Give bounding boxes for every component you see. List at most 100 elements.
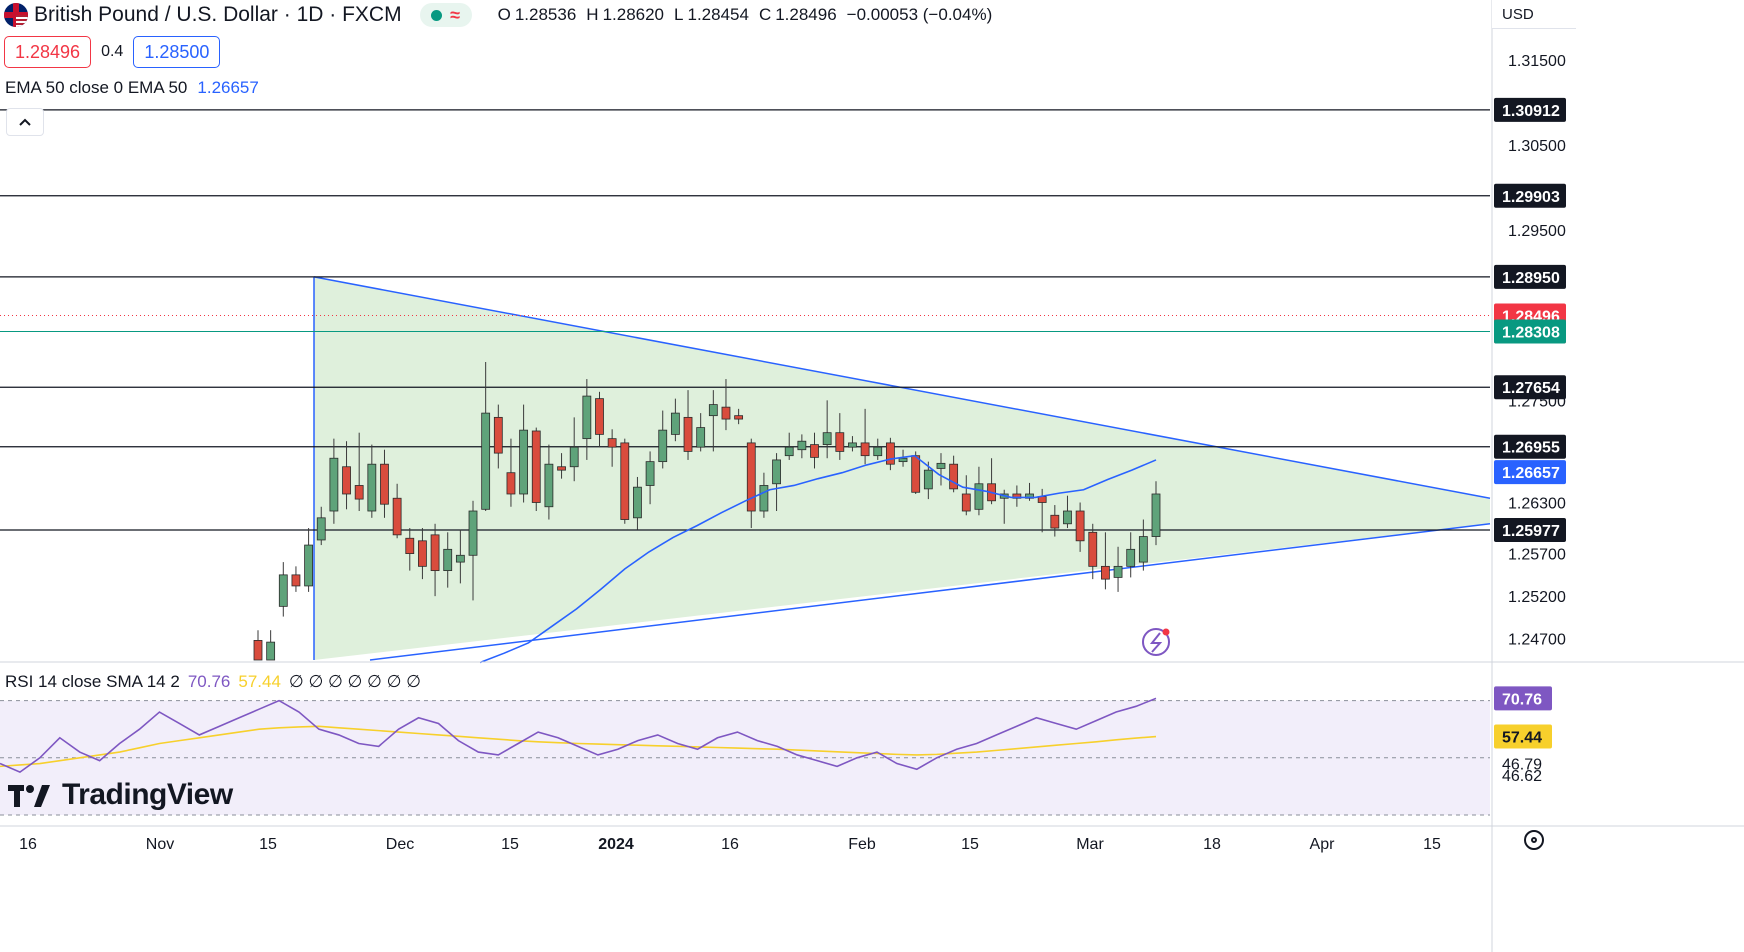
rsi-sma-value: 57.44: [238, 672, 281, 691]
collapse-legend-button[interactable]: [6, 108, 44, 136]
time-axis-label: 15: [1423, 836, 1441, 853]
level-price-label-box: [1494, 183, 1566, 208]
ema-axis-label-box: [1494, 460, 1566, 485]
time-axis-label: Dec: [386, 836, 414, 853]
buy-button[interactable]: 1.28500: [133, 36, 221, 68]
candle-body: [835, 432, 845, 452]
change-value: −0.00053 (−0.04%): [846, 5, 993, 24]
candle-body: [278, 574, 288, 607]
candle-body: [1101, 565, 1110, 580]
candle-body: [797, 440, 807, 451]
candle-body: [506, 472, 516, 495]
candle-body: [569, 446, 579, 468]
candle-body: [860, 442, 870, 457]
candle-body: [316, 517, 326, 541]
chart-header: British Pound / U.S. Dollar · 1D · FXCM …: [4, 2, 992, 28]
quote-panel: 1.28496 0.4 1.28500: [4, 36, 221, 68]
candle-body: [392, 497, 402, 536]
rsi-value: 70.76: [187, 672, 231, 691]
candle-body: [974, 483, 984, 510]
ema-legend[interactable]: EMA 50 close 0 EMA 50 1.26657: [5, 78, 259, 98]
level-price-label: 1.26955: [1502, 440, 1560, 457]
symbol-title[interactable]: British Pound / U.S. Dollar · 1D · FXCM: [34, 3, 402, 26]
candle-body: [633, 486, 642, 519]
close-value: 1.28496: [775, 5, 837, 24]
settings-gear-icon[interactable]: [1524, 830, 1544, 850]
time-axis-label: 16: [19, 836, 37, 853]
level-price-label: 1.27654: [1502, 380, 1560, 397]
candle-body: [266, 641, 276, 661]
level-price-label-box: [1494, 434, 1566, 459]
rsi-sma-axis-label: 57.44: [1502, 730, 1542, 747]
candle-body: [734, 415, 744, 420]
level-price-label-box: [1494, 97, 1566, 122]
level-price-label: 1.28950: [1502, 270, 1560, 287]
market-status-icon[interactable]: ≈: [419, 3, 472, 27]
currency-selector[interactable]: USD: [1492, 0, 1576, 29]
candle-body: [1088, 531, 1098, 567]
candle-body: [342, 466, 351, 495]
ema-label: EMA 50 close 0 EMA 50: [5, 78, 188, 97]
triangle-fill: [314, 276, 1490, 660]
candle-body: [430, 534, 440, 572]
logo-text: TradingView: [62, 778, 233, 811]
candle-body: [354, 485, 364, 500]
candle-body: [822, 432, 832, 446]
price-axis-tick-label: 1.31500: [1508, 53, 1566, 70]
candle-body: [531, 430, 541, 503]
lightning-icon-bolt: [1149, 632, 1163, 653]
price-axis-tick-label: 1.25200: [1508, 589, 1566, 606]
tradingview-logo[interactable]: TradingView: [8, 778, 233, 812]
time-axis-label: Mar: [1076, 836, 1104, 853]
close-label: C: [758, 5, 772, 24]
candle-body: [582, 395, 592, 440]
level-price-label: 1.25977: [1502, 523, 1560, 540]
time-axis-label: 18: [1203, 836, 1221, 853]
rsi-axis-label: 70.76: [1502, 691, 1542, 708]
candle-body: [380, 463, 389, 505]
candle-body: [759, 485, 769, 512]
rsi-legend[interactable]: RSI 14 close SMA 14 2 70.76 57.44 ∅ ∅ ∅ …: [5, 672, 421, 692]
triangle-lower-line: [369, 523, 1491, 661]
lightning-alert-icon: [1142, 628, 1170, 656]
sell-button[interactable]: 1.28496: [4, 36, 92, 68]
candle-body: [468, 510, 478, 556]
candle-body: [911, 455, 921, 493]
open-label: O: [497, 5, 511, 24]
level-price-label: 1.29903: [1502, 189, 1560, 206]
time-axis-label: 15: [961, 836, 979, 853]
candle-body: [645, 461, 655, 486]
candle-body: [455, 554, 465, 563]
candle-body: [253, 640, 263, 661]
candle-body: [304, 544, 313, 587]
rsi-sma-line: [0, 725, 1157, 768]
candle-body: [481, 412, 491, 510]
level-price-label-box: [1494, 517, 1566, 542]
candle-body: [1138, 536, 1148, 563]
rsi-axis-label-box: [1494, 686, 1552, 711]
level-price-label: 1.30912: [1502, 103, 1560, 120]
currency-label: USD: [1502, 5, 1534, 23]
high-label: H: [586, 5, 599, 24]
high-value: 1.28620: [602, 5, 665, 24]
lightning-icon-ring: [1142, 628, 1170, 656]
candle-body: [683, 416, 693, 452]
candle-body: [848, 442, 857, 448]
candle-body: [620, 442, 630, 520]
gbp-usd-flag-icon: [4, 3, 28, 27]
rsi-line: [0, 697, 1157, 774]
candle-body: [1075, 510, 1085, 542]
candle-body: [949, 463, 959, 490]
candle-body: [708, 404, 718, 417]
ema-value: 1.26657: [197, 78, 259, 97]
time-axis-label: 16: [721, 836, 739, 853]
low-value: 1.28454: [687, 5, 749, 24]
candle-body: [1126, 548, 1136, 567]
lightning-icon-dot: [1162, 628, 1170, 636]
candle-body: [1012, 493, 1022, 499]
rsi-extra-values: ∅ ∅ ∅ ∅ ∅ ∅ ∅: [288, 672, 421, 691]
candle-body: [607, 438, 617, 448]
candle-body: [1063, 510, 1072, 525]
candle-body: [544, 463, 554, 508]
